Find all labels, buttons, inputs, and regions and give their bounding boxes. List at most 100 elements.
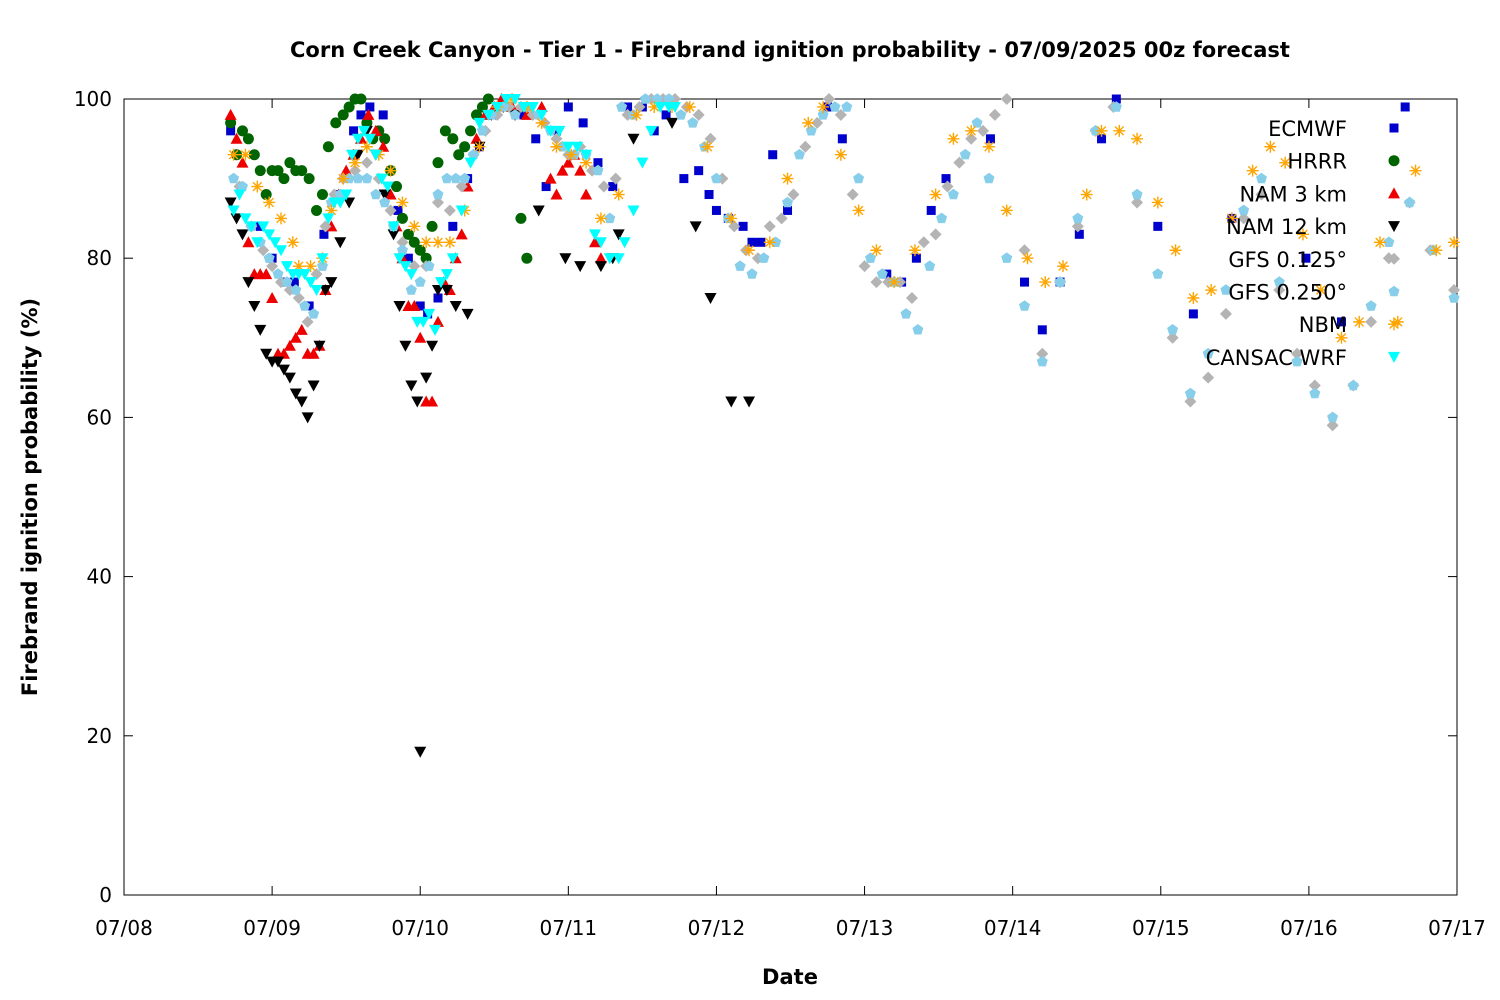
data-point bbox=[668, 101, 681, 113]
data-point bbox=[319, 285, 332, 297]
x-tick-label: 07/14 bbox=[984, 916, 1042, 940]
data-point bbox=[361, 172, 373, 184]
data-point bbox=[763, 236, 776, 249]
data-point bbox=[858, 260, 871, 273]
x-tick-label: 07/08 bbox=[95, 916, 153, 940]
data-point bbox=[1153, 221, 1163, 231]
data-point bbox=[604, 212, 616, 224]
legend-marker bbox=[1388, 351, 1400, 363]
data-point bbox=[1279, 156, 1292, 169]
data-point bbox=[230, 132, 243, 144]
data-point bbox=[307, 347, 320, 359]
data-points bbox=[224, 93, 1461, 758]
data-point bbox=[1326, 419, 1339, 432]
data-point bbox=[982, 140, 995, 153]
data-point bbox=[639, 93, 651, 104]
data-point bbox=[1072, 212, 1084, 224]
data-point bbox=[447, 133, 459, 145]
data-point bbox=[666, 117, 679, 129]
data-point bbox=[334, 237, 347, 249]
data-point bbox=[509, 109, 521, 120]
data-point bbox=[254, 324, 267, 336]
data-point bbox=[965, 124, 978, 137]
data-point bbox=[1273, 276, 1285, 287]
data-point bbox=[1391, 315, 1404, 328]
data-point bbox=[743, 396, 756, 408]
data-point bbox=[1255, 188, 1268, 201]
data-point bbox=[292, 260, 305, 273]
data-point bbox=[227, 148, 240, 161]
data-point bbox=[544, 125, 557, 137]
data-point bbox=[900, 308, 912, 319]
data-point bbox=[704, 293, 717, 304]
data-point bbox=[947, 132, 960, 145]
data-point bbox=[459, 141, 471, 153]
data-point bbox=[630, 108, 643, 121]
data-point bbox=[391, 181, 403, 193]
data-point bbox=[912, 324, 924, 335]
data-point bbox=[311, 204, 323, 216]
data-point bbox=[865, 252, 876, 263]
data-point bbox=[296, 165, 308, 177]
data-point bbox=[743, 244, 756, 257]
data-point bbox=[269, 237, 282, 249]
data-point bbox=[482, 109, 495, 121]
data-point bbox=[308, 308, 320, 319]
data-point bbox=[227, 205, 240, 217]
data-point bbox=[689, 221, 702, 233]
data-point bbox=[431, 196, 444, 209]
data-point bbox=[834, 148, 847, 161]
data-point bbox=[544, 172, 557, 184]
data-point bbox=[1404, 196, 1416, 208]
data-point bbox=[248, 149, 260, 161]
data-point bbox=[793, 148, 805, 160]
data-point bbox=[531, 134, 541, 144]
data-point bbox=[509, 94, 522, 105]
data-point bbox=[1184, 387, 1196, 399]
plot-area-frame bbox=[123, 98, 1458, 896]
data-point bbox=[432, 188, 444, 200]
data-point bbox=[360, 156, 373, 169]
data-point bbox=[286, 236, 299, 249]
data-point bbox=[239, 213, 252, 225]
data-point bbox=[226, 126, 236, 136]
data-point bbox=[500, 94, 513, 105]
data-point bbox=[971, 117, 983, 128]
data-point bbox=[1054, 276, 1066, 287]
data-point bbox=[783, 205, 793, 215]
data-point bbox=[1057, 260, 1070, 273]
data-point bbox=[1264, 140, 1277, 153]
data-point bbox=[870, 276, 883, 289]
data-point bbox=[289, 277, 299, 287]
data-point bbox=[260, 189, 272, 201]
data-point bbox=[562, 141, 575, 153]
data-point bbox=[929, 188, 942, 201]
data-point bbox=[550, 140, 563, 153]
legend: ECMWF HRRR NAM 3 km NAM 12 km GFS 0.125° GFS … bbox=[1206, 117, 1400, 370]
data-point bbox=[242, 133, 254, 145]
data-point bbox=[562, 156, 575, 168]
data-point bbox=[985, 134, 995, 144]
data-point bbox=[1021, 252, 1034, 265]
x-tick-label: 07/10 bbox=[391, 916, 449, 940]
data-point bbox=[1246, 164, 1259, 177]
data-point bbox=[574, 261, 587, 273]
data-point bbox=[1448, 284, 1461, 297]
data-point bbox=[1237, 212, 1250, 225]
data-point bbox=[356, 110, 366, 120]
data-point bbox=[453, 149, 465, 161]
data-point bbox=[414, 276, 426, 287]
data-point bbox=[941, 174, 951, 184]
data-point bbox=[322, 213, 335, 225]
data-point bbox=[384, 204, 397, 217]
data-point bbox=[272, 356, 285, 368]
data-point bbox=[224, 197, 237, 209]
data-point bbox=[701, 140, 714, 153]
data-point bbox=[384, 164, 397, 177]
data-point bbox=[384, 188, 397, 200]
data-point bbox=[317, 260, 328, 271]
data-point bbox=[274, 212, 287, 225]
data-point bbox=[319, 229, 329, 239]
data-point bbox=[322, 141, 334, 153]
